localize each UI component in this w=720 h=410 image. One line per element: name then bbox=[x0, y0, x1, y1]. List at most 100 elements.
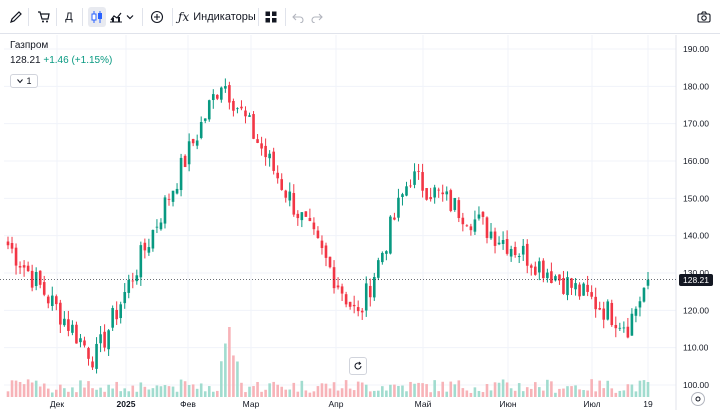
volume-bar bbox=[312, 391, 316, 397]
candle-body bbox=[413, 171, 416, 185]
candle-body bbox=[340, 286, 344, 294]
candle-body bbox=[228, 85, 231, 103]
candle-body bbox=[316, 230, 320, 238]
candle-body bbox=[558, 274, 561, 281]
volume-bar bbox=[187, 385, 191, 397]
volume-bars bbox=[6, 327, 650, 397]
candle-body bbox=[288, 191, 292, 201]
candle-body bbox=[542, 260, 545, 279]
volume-bar bbox=[356, 381, 360, 397]
indicator-count: 1 bbox=[26, 76, 32, 86]
candle-body bbox=[477, 214, 481, 219]
candle-body bbox=[79, 338, 82, 343]
candlestick-chart[interactable]: 190.00 180.00 170.00 160.00 150.00 140.00 130.… bbox=[0, 35, 720, 410]
candle-body bbox=[220, 87, 223, 100]
compare-add-icon[interactable] bbox=[147, 7, 167, 27]
volume-bar bbox=[433, 380, 436, 397]
volume-bar bbox=[360, 382, 364, 397]
candle-body bbox=[598, 308, 601, 310]
reset-scale-button[interactable] bbox=[349, 357, 367, 375]
candle-body bbox=[429, 197, 432, 200]
candle-body bbox=[401, 194, 404, 197]
candle-body bbox=[187, 141, 191, 165]
candles-type-icon[interactable] bbox=[88, 7, 106, 27]
price-tick-label: 100.00 bbox=[683, 380, 709, 390]
volume-bar bbox=[614, 392, 618, 397]
redo-icon[interactable] bbox=[309, 7, 325, 27]
candle-body bbox=[147, 247, 151, 253]
chart-type-icon[interactable] bbox=[107, 7, 125, 27]
candle-body bbox=[614, 324, 618, 329]
candle-body bbox=[493, 231, 497, 246]
candle-body bbox=[30, 270, 34, 288]
candle-body bbox=[46, 296, 50, 304]
volume-bar bbox=[409, 381, 412, 397]
price-tick-label: 170.00 bbox=[683, 119, 709, 129]
candle-body bbox=[465, 225, 469, 227]
volume-bar bbox=[481, 392, 485, 397]
undo-icon[interactable] bbox=[290, 7, 306, 27]
volume-bar bbox=[220, 361, 223, 397]
candle-body bbox=[497, 242, 501, 245]
symbol-title: Газпром bbox=[10, 40, 49, 51]
candle-body bbox=[99, 334, 102, 344]
camera-icon[interactable] bbox=[694, 7, 714, 27]
volume-bar bbox=[195, 388, 199, 397]
candle-body bbox=[525, 243, 529, 266]
volume-bar bbox=[397, 385, 400, 397]
chevron-down-icon[interactable] bbox=[124, 7, 136, 27]
volume-bar bbox=[449, 381, 453, 397]
legend-collapse-button[interactable]: 1 bbox=[10, 74, 38, 88]
time-axis: Дек 2025 Фев Мар Апр Май Июн Июл 19 bbox=[50, 399, 653, 409]
time-tick-label: Июл bbox=[583, 399, 600, 409]
candle-body bbox=[103, 331, 106, 348]
candle-body bbox=[348, 301, 352, 307]
time-tick-label: Мар bbox=[243, 399, 260, 409]
volume-bar bbox=[352, 390, 356, 397]
candle-body bbox=[159, 222, 163, 230]
candle-body bbox=[594, 296, 597, 310]
axis-settings-button[interactable] bbox=[691, 392, 705, 406]
volume-bar bbox=[574, 385, 577, 397]
candle-body bbox=[529, 265, 533, 268]
candle-body bbox=[590, 292, 593, 297]
candle-body bbox=[14, 247, 18, 266]
volume-bar bbox=[489, 390, 493, 397]
interval-d-button[interactable]: Д bbox=[65, 11, 73, 23]
volume-bar bbox=[634, 391, 638, 397]
volume-bar bbox=[179, 379, 183, 397]
cart-icon[interactable] bbox=[34, 7, 54, 27]
candle-body bbox=[87, 348, 90, 359]
candle-body bbox=[546, 272, 549, 279]
candle-body bbox=[425, 188, 428, 200]
volume-bar bbox=[457, 380, 461, 397]
volume-bar bbox=[437, 391, 440, 397]
candle-body bbox=[538, 261, 541, 273]
layout-grid-icon[interactable] bbox=[262, 7, 280, 27]
volume-bar bbox=[465, 390, 469, 397]
volume-bar bbox=[103, 391, 106, 397]
volume-bar bbox=[377, 390, 380, 397]
volume-bar bbox=[525, 387, 529, 397]
volume-bar bbox=[95, 389, 98, 397]
volume-bar bbox=[501, 379, 505, 397]
candle-body bbox=[26, 265, 30, 272]
last-price-label: 128.21 bbox=[679, 273, 713, 286]
volume-bar bbox=[610, 388, 614, 397]
volume-bar bbox=[521, 391, 525, 397]
volume-bar bbox=[199, 383, 203, 397]
volume-bar bbox=[385, 390, 388, 397]
candle-body bbox=[352, 304, 356, 307]
volume-bar bbox=[646, 381, 650, 397]
time-tick-label: Апр bbox=[329, 399, 344, 409]
volume-bar bbox=[63, 388, 66, 397]
volume-bar bbox=[554, 392, 557, 397]
indicators-button[interactable]: ƒx Индикаторы bbox=[178, 7, 256, 27]
candle-body bbox=[308, 217, 312, 222]
candle-body bbox=[332, 267, 336, 289]
volume-bar bbox=[42, 383, 46, 397]
chart-legend: Газпром 128.21 +1.46 (+1.15%) bbox=[10, 38, 112, 68]
volume-bar bbox=[175, 391, 179, 397]
volume-bar bbox=[364, 384, 368, 397]
pencil-icon[interactable] bbox=[6, 7, 26, 27]
